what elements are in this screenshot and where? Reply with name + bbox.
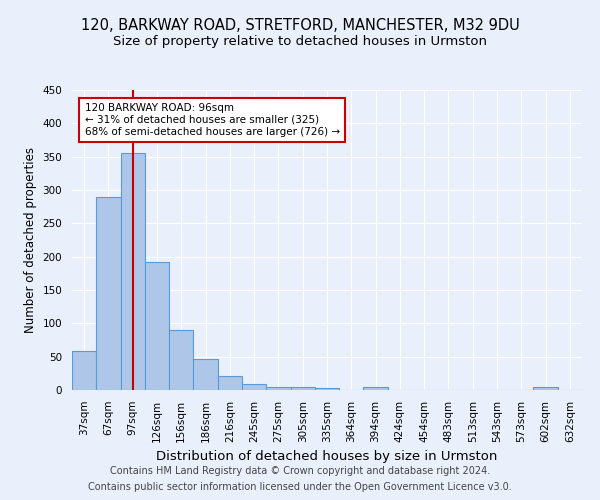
- Bar: [266, 388, 290, 390]
- Bar: [290, 386, 315, 390]
- Text: Size of property relative to detached houses in Urmston: Size of property relative to detached ho…: [113, 35, 487, 48]
- Text: Contains public sector information licensed under the Open Government Licence v3: Contains public sector information licen…: [88, 482, 512, 492]
- Bar: [169, 330, 193, 390]
- Text: 120 BARKWAY ROAD: 96sqm
← 31% of detached houses are smaller (325)
68% of semi-d: 120 BARKWAY ROAD: 96sqm ← 31% of detache…: [85, 104, 340, 136]
- Bar: [218, 376, 242, 390]
- Bar: [145, 262, 169, 390]
- Text: Contains HM Land Registry data © Crown copyright and database right 2024.: Contains HM Land Registry data © Crown c…: [110, 466, 490, 476]
- Bar: [533, 388, 558, 390]
- Bar: [121, 154, 145, 390]
- Bar: [72, 352, 96, 390]
- Y-axis label: Number of detached properties: Number of detached properties: [24, 147, 37, 333]
- Bar: [242, 384, 266, 390]
- Text: 120, BARKWAY ROAD, STRETFORD, MANCHESTER, M32 9DU: 120, BARKWAY ROAD, STRETFORD, MANCHESTER…: [80, 18, 520, 32]
- Bar: [96, 196, 121, 390]
- Bar: [364, 386, 388, 390]
- Bar: [315, 388, 339, 390]
- X-axis label: Distribution of detached houses by size in Urmston: Distribution of detached houses by size …: [157, 450, 497, 463]
- Bar: [193, 358, 218, 390]
